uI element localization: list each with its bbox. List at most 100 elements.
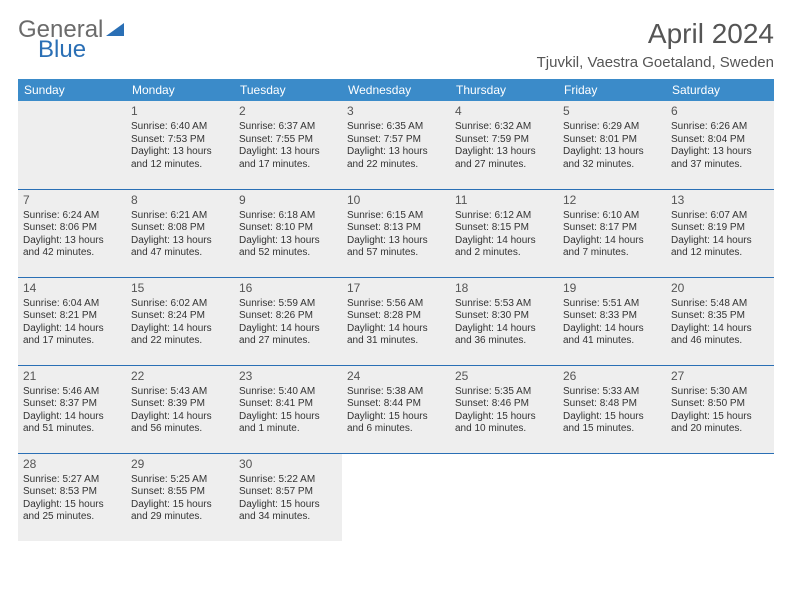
day-number: 8: [131, 193, 229, 208]
sunrise-text: Sunrise: 5:48 AM: [671, 298, 769, 311]
daylight-text: Daylight: 15 hours and 34 minutes.: [239, 499, 337, 524]
day-number: 30: [239, 457, 337, 472]
calendar-cell: 8Sunrise: 6:21 AMSunset: 8:08 PMDaylight…: [126, 189, 234, 277]
sunset-text: Sunset: 8:46 PM: [455, 398, 553, 411]
day-number: 10: [347, 193, 445, 208]
calendar-cell: 19Sunrise: 5:51 AMSunset: 8:33 PMDayligh…: [558, 277, 666, 365]
calendar-cell: 3Sunrise: 6:35 AMSunset: 7:57 PMDaylight…: [342, 101, 450, 189]
sunrise-text: Sunrise: 5:27 AM: [23, 474, 121, 487]
sunset-text: Sunset: 8:57 PM: [239, 486, 337, 499]
calendar-cell: 24Sunrise: 5:38 AMSunset: 8:44 PMDayligh…: [342, 365, 450, 453]
daylight-text: Daylight: 14 hours and 22 minutes.: [131, 323, 229, 348]
day-number: 6: [671, 104, 769, 119]
sunrise-text: Sunrise: 5:43 AM: [131, 386, 229, 399]
day-header-saturday: Saturday: [666, 79, 774, 101]
calendar-cell: 25Sunrise: 5:35 AMSunset: 8:46 PMDayligh…: [450, 365, 558, 453]
daylight-text: Daylight: 13 hours and 42 minutes.: [23, 235, 121, 260]
sunrise-text: Sunrise: 6:37 AM: [239, 121, 337, 134]
calendar-cell: 20Sunrise: 5:48 AMSunset: 8:35 PMDayligh…: [666, 277, 774, 365]
day-number: 15: [131, 281, 229, 296]
daylight-text: Daylight: 13 hours and 47 minutes.: [131, 235, 229, 260]
day-number: 28: [23, 457, 121, 472]
day-number: 14: [23, 281, 121, 296]
sunrise-text: Sunrise: 6:24 AM: [23, 210, 121, 223]
sunrise-text: Sunrise: 5:53 AM: [455, 298, 553, 311]
day-header-thursday: Thursday: [450, 79, 558, 101]
calendar-cell: 29Sunrise: 5:25 AMSunset: 8:55 PMDayligh…: [126, 453, 234, 541]
day-number: 13: [671, 193, 769, 208]
sunset-text: Sunset: 8:35 PM: [671, 310, 769, 323]
sunrise-text: Sunrise: 6:07 AM: [671, 210, 769, 223]
sunset-text: Sunset: 8:55 PM: [131, 486, 229, 499]
calendar-cell: 12Sunrise: 6:10 AMSunset: 8:17 PMDayligh…: [558, 189, 666, 277]
calendar-cell: 30Sunrise: 5:22 AMSunset: 8:57 PMDayligh…: [234, 453, 342, 541]
sunset-text: Sunset: 8:19 PM: [671, 222, 769, 235]
calendar-cell: 26Sunrise: 5:33 AMSunset: 8:48 PMDayligh…: [558, 365, 666, 453]
calendar-week-row: 28Sunrise: 5:27 AMSunset: 8:53 PMDayligh…: [18, 453, 774, 541]
daylight-text: Daylight: 14 hours and 56 minutes.: [131, 411, 229, 436]
daylight-text: Daylight: 15 hours and 25 minutes.: [23, 499, 121, 524]
day-number: 1: [131, 104, 229, 119]
day-number: 27: [671, 369, 769, 384]
sunrise-text: Sunrise: 6:21 AM: [131, 210, 229, 223]
daylight-text: Daylight: 14 hours and 2 minutes.: [455, 235, 553, 260]
day-header-monday: Monday: [126, 79, 234, 101]
day-number: 20: [671, 281, 769, 296]
sunrise-text: Sunrise: 6:12 AM: [455, 210, 553, 223]
day-number: 9: [239, 193, 337, 208]
sunset-text: Sunset: 7:53 PM: [131, 134, 229, 147]
sunrise-text: Sunrise: 6:29 AM: [563, 121, 661, 134]
daylight-text: Daylight: 13 hours and 57 minutes.: [347, 235, 445, 260]
sunrise-text: Sunrise: 6:15 AM: [347, 210, 445, 223]
calendar-cell: 27Sunrise: 5:30 AMSunset: 8:50 PMDayligh…: [666, 365, 774, 453]
day-number: 29: [131, 457, 229, 472]
day-number: 23: [239, 369, 337, 384]
sunset-text: Sunset: 8:37 PM: [23, 398, 121, 411]
calendar-week-row: 1Sunrise: 6:40 AMSunset: 7:53 PMDaylight…: [18, 101, 774, 189]
title-block: April 2024 Tjuvkil, Vaestra Goetaland, S…: [537, 18, 774, 71]
day-number: 26: [563, 369, 661, 384]
sunrise-text: Sunrise: 5:30 AM: [671, 386, 769, 399]
sunrise-text: Sunrise: 6:35 AM: [347, 121, 445, 134]
day-number: 12: [563, 193, 661, 208]
day-header-tuesday: Tuesday: [234, 79, 342, 101]
daylight-text: Daylight: 14 hours and 31 minutes.: [347, 323, 445, 348]
sunrise-text: Sunrise: 5:56 AM: [347, 298, 445, 311]
sunrise-text: Sunrise: 5:38 AM: [347, 386, 445, 399]
sunrise-text: Sunrise: 6:26 AM: [671, 121, 769, 134]
calendar-cell: 15Sunrise: 6:02 AMSunset: 8:24 PMDayligh…: [126, 277, 234, 365]
sunrise-text: Sunrise: 6:32 AM: [455, 121, 553, 134]
sunset-text: Sunset: 8:53 PM: [23, 486, 121, 499]
header: General Blue April 2024 Tjuvkil, Vaestra…: [18, 18, 774, 71]
sunset-text: Sunset: 8:48 PM: [563, 398, 661, 411]
sunset-text: Sunset: 8:06 PM: [23, 222, 121, 235]
sunrise-text: Sunrise: 6:18 AM: [239, 210, 337, 223]
day-header-sunday: Sunday: [18, 79, 126, 101]
sunset-text: Sunset: 8:33 PM: [563, 310, 661, 323]
daylight-text: Daylight: 13 hours and 12 minutes.: [131, 146, 229, 171]
calendar-week-row: 21Sunrise: 5:46 AMSunset: 8:37 PMDayligh…: [18, 365, 774, 453]
day-number: 7: [23, 193, 121, 208]
sunset-text: Sunset: 8:26 PM: [239, 310, 337, 323]
sunset-text: Sunset: 8:41 PM: [239, 398, 337, 411]
sunrise-text: Sunrise: 5:35 AM: [455, 386, 553, 399]
calendar-cell: 7 Sunrise: 6:24 AMSunset: 8:06 PMDaylight…: [18, 189, 126, 277]
calendar-cell: [342, 453, 450, 541]
calendar-cell: 13Sunrise: 6:07 AMSunset: 8:19 PMDayligh…: [666, 189, 774, 277]
sunrise-text: Sunrise: 5:40 AM: [239, 386, 337, 399]
daylight-text: Daylight: 14 hours and 17 minutes.: [23, 323, 121, 348]
sunrise-text: Sunrise: 6:02 AM: [131, 298, 229, 311]
sunset-text: Sunset: 7:57 PM: [347, 134, 445, 147]
sunset-text: Sunset: 8:44 PM: [347, 398, 445, 411]
daylight-text: Daylight: 13 hours and 52 minutes.: [239, 235, 337, 260]
sunset-text: Sunset: 8:17 PM: [563, 222, 661, 235]
day-number: 5: [563, 104, 661, 119]
calendar-week-row: 7Sunrise: 6:24 AMSunset: 8:06 PMDaylight…: [18, 189, 774, 277]
calendar-cell: 23Sunrise: 5:40 AMSunset: 8:41 PMDayligh…: [234, 365, 342, 453]
daylight-text: Daylight: 13 hours and 27 minutes.: [455, 146, 553, 171]
sunset-text: Sunset: 8:50 PM: [671, 398, 769, 411]
day-header-row: Sunday Monday Tuesday Wednesday Thursday…: [18, 79, 774, 101]
day-number: 3: [347, 104, 445, 119]
daylight-text: Daylight: 15 hours and 15 minutes.: [563, 411, 661, 436]
day-number: 24: [347, 369, 445, 384]
